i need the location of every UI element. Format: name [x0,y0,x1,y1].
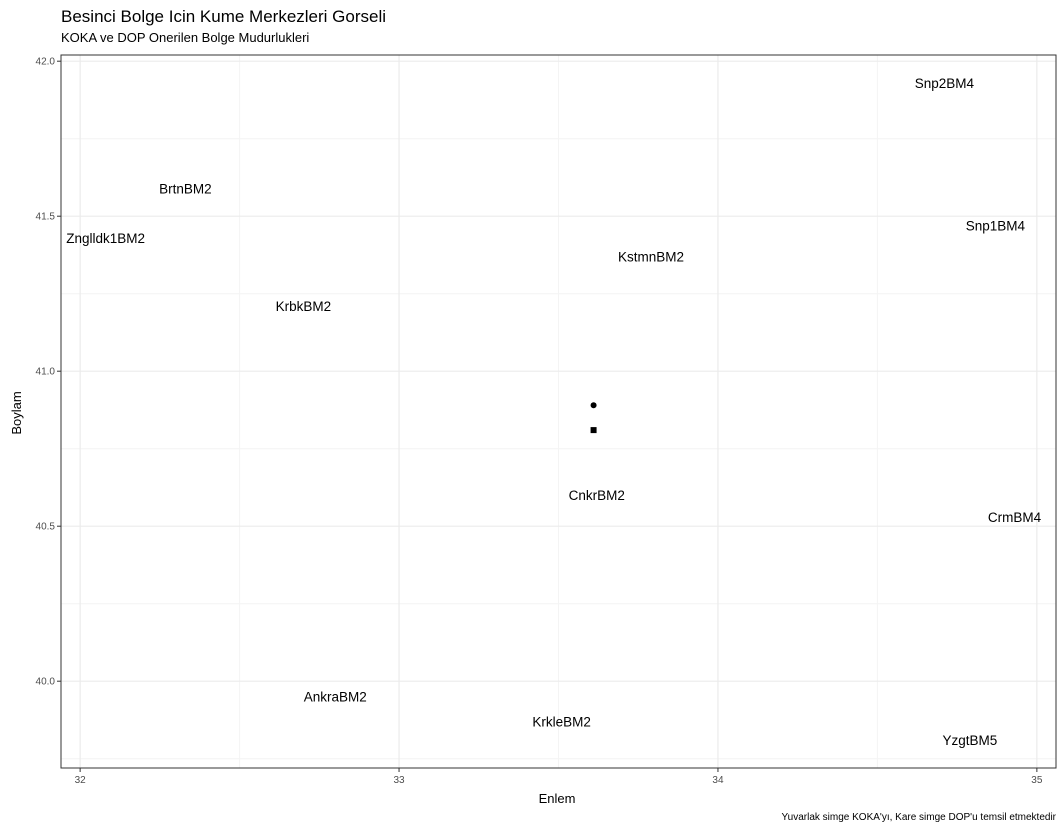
y-tick-label: 41.0 [36,367,56,378]
x-tick-label: 35 [1031,775,1043,786]
point-label: KstmnBM2 [618,250,684,265]
x-axis-ticks: 32 33 34 35 [75,768,1043,786]
x-tick-label: 33 [393,775,405,786]
chart-caption: Yuvarlak simge KOKA'yı, Kare simge DOP'u… [782,812,1057,823]
y-tick-label: 40.0 [36,677,56,688]
chart-title: Besinci Bolge Icin Kume Merkezleri Gorse… [61,7,386,26]
point-label: Snp2BM4 [915,76,975,91]
plot-panel-border [60,54,1057,769]
x-tick-label: 32 [75,775,87,786]
y-tick-label: 42.0 [36,57,56,68]
x-axis-label: Enlem [539,791,576,806]
data-markers [590,402,597,434]
point-label: Znglldk1BM2 [66,231,145,246]
point-labels: Snp2BM4 BrtnBM2 Znglldk1BM2 Snp1BM4 KstmnBM2… [66,76,1041,748]
grid-lines [61,55,1056,768]
dop-square-marker [590,427,597,434]
point-label: YzgtBM5 [943,733,998,748]
x-tick-label: 34 [712,775,724,786]
point-label: CrmBM4 [988,510,1042,525]
y-axis-label: Boylam [9,391,24,434]
koka-circle-marker [590,402,597,409]
point-label: CnkrBM2 [569,488,625,503]
chart-subtitle: KOKA ve DOP Onerilen Bolge Mudurlukleri [61,30,309,45]
y-tick-label: 41.5 [36,212,56,223]
point-label: BrtnBM2 [159,181,212,196]
point-label: KrbkBM2 [276,299,332,314]
point-label: AnkraBM2 [304,690,367,705]
point-label: Snp1BM4 [966,219,1026,234]
point-label: KrkleBM2 [532,715,591,730]
y-axis-ticks: 40.0 40.5 41.0 41.5 42.0 [36,57,61,688]
y-tick-label: 40.5 [36,522,56,533]
